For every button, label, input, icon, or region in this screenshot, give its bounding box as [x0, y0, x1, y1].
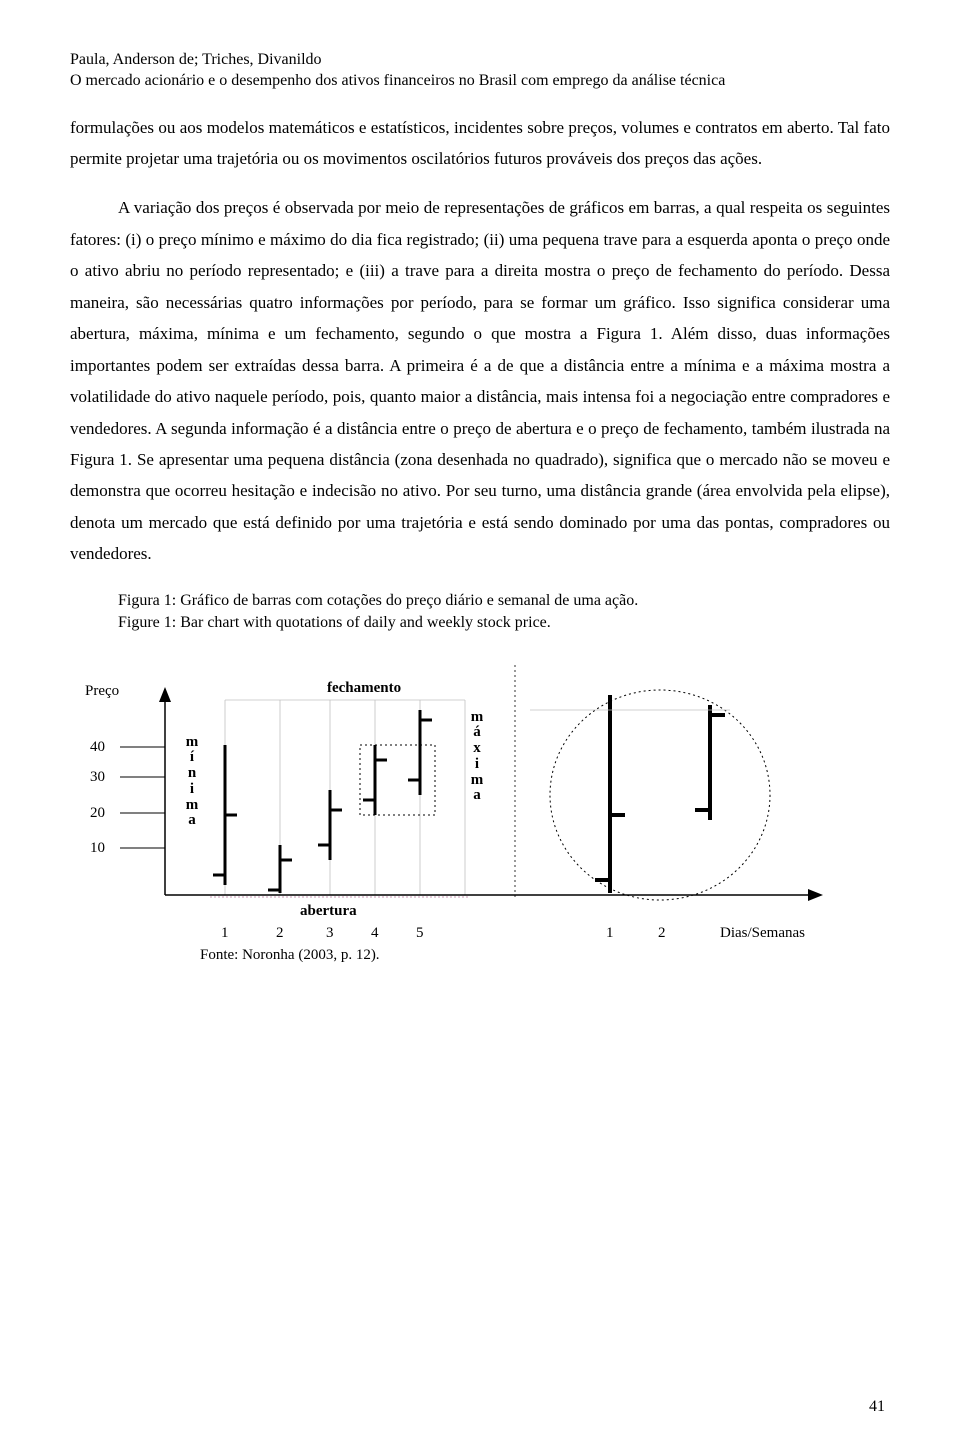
- paragraph-1: formulações ou aos modelos matemáticos e…: [70, 112, 890, 175]
- chart-svg: [70, 665, 890, 965]
- square-region: [360, 745, 435, 815]
- header-authors: Paula, Anderson de; Triches, Divanildo: [70, 50, 890, 71]
- paragraph-2: A variação dos preços é observada por me…: [70, 192, 890, 569]
- header-title: O mercado acionário e o desempenho dos a…: [70, 71, 890, 92]
- figure-caption-en: Figure 1: Bar chart with quotations of d…: [118, 612, 890, 634]
- bar-chart-figure: Preço 40 30 20 10 fechamento mínima máxi…: [70, 665, 890, 965]
- figure-caption-pt: Figura 1: Gráfico de barras com cotações…: [118, 590, 890, 612]
- figure-caption-block: Figura 1: Gráfico de barras com cotações…: [118, 590, 890, 635]
- bars-left-group: [213, 710, 432, 893]
- ellipse-region: [550, 690, 770, 900]
- page-number: 41: [869, 1398, 885, 1416]
- bars-right-group: [595, 695, 725, 893]
